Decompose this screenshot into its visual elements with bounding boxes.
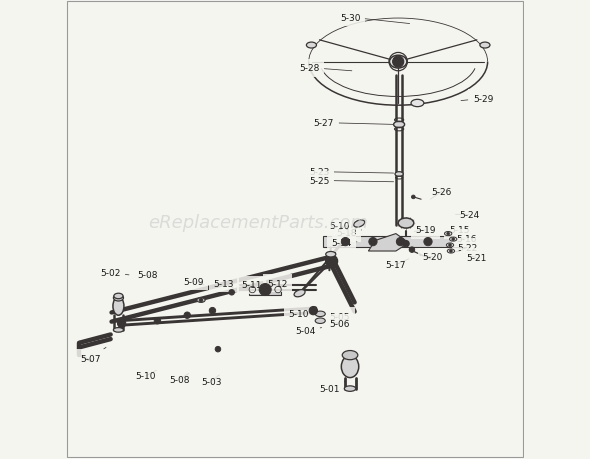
Circle shape [396, 238, 405, 246]
Text: 5-20: 5-20 [419, 252, 442, 262]
Text: 5-10: 5-10 [330, 221, 363, 230]
Circle shape [309, 307, 317, 315]
Ellipse shape [113, 328, 123, 332]
Text: 5-05: 5-05 [330, 312, 350, 321]
Text: 5-25: 5-25 [309, 177, 394, 185]
Circle shape [452, 238, 455, 241]
Ellipse shape [315, 311, 325, 317]
Circle shape [342, 238, 349, 246]
Text: eReplacementParts.com: eReplacementParts.com [148, 213, 368, 232]
Ellipse shape [447, 249, 455, 253]
Ellipse shape [411, 100, 424, 107]
Circle shape [215, 347, 221, 352]
Ellipse shape [398, 218, 414, 229]
Text: 5-30: 5-30 [340, 14, 409, 24]
Ellipse shape [444, 232, 452, 236]
Circle shape [184, 312, 191, 319]
Text: 5-12: 5-12 [267, 279, 288, 288]
Circle shape [409, 247, 415, 253]
Polygon shape [368, 234, 409, 252]
Polygon shape [249, 285, 281, 296]
Text: 5-29: 5-29 [461, 95, 493, 104]
Circle shape [209, 308, 216, 314]
Circle shape [403, 241, 409, 247]
Text: 5-24: 5-24 [455, 210, 480, 219]
Circle shape [263, 287, 268, 293]
Circle shape [448, 244, 451, 247]
Text: 5-07: 5-07 [81, 347, 106, 363]
Text: 5-22: 5-22 [457, 243, 477, 252]
Text: 5-28: 5-28 [300, 64, 352, 73]
Text: 5-08: 5-08 [169, 374, 189, 384]
Ellipse shape [326, 252, 336, 257]
Ellipse shape [450, 237, 457, 241]
Ellipse shape [395, 172, 403, 177]
Text: 5-14: 5-14 [332, 239, 357, 248]
Text: 5-01: 5-01 [319, 381, 346, 393]
Text: 5-17: 5-17 [386, 259, 409, 270]
Circle shape [411, 196, 415, 199]
Circle shape [326, 256, 337, 268]
Text: 5-03: 5-03 [201, 375, 222, 386]
Circle shape [154, 318, 160, 324]
Circle shape [424, 238, 432, 246]
Circle shape [117, 319, 126, 328]
Ellipse shape [294, 290, 305, 297]
Ellipse shape [389, 56, 407, 69]
Text: 5-15: 5-15 [448, 226, 470, 235]
Text: 5-08: 5-08 [137, 271, 158, 280]
Polygon shape [323, 236, 460, 248]
Ellipse shape [306, 43, 316, 49]
Text: 5-02: 5-02 [100, 269, 129, 277]
Circle shape [229, 290, 234, 296]
Circle shape [369, 238, 377, 246]
Text: 5-11: 5-11 [241, 281, 262, 290]
Text: 5-19: 5-19 [414, 226, 436, 235]
Text: 5-16: 5-16 [455, 234, 477, 243]
Text: 5-09: 5-09 [183, 277, 204, 286]
Text: 5-21: 5-21 [466, 253, 486, 263]
Ellipse shape [354, 220, 365, 228]
Text: 5-27: 5-27 [314, 119, 396, 128]
Circle shape [393, 57, 404, 68]
Ellipse shape [342, 356, 359, 378]
Circle shape [259, 284, 271, 296]
Ellipse shape [113, 297, 124, 315]
Ellipse shape [480, 43, 490, 49]
Circle shape [447, 233, 450, 235]
Ellipse shape [342, 351, 358, 360]
Text: 5-26: 5-26 [430, 187, 452, 200]
Text: 5-23: 5-23 [309, 168, 394, 177]
Circle shape [450, 250, 453, 253]
Text: 5-06: 5-06 [330, 319, 350, 328]
Ellipse shape [114, 294, 123, 299]
Text: 5-18: 5-18 [336, 229, 362, 238]
Text: 5-13: 5-13 [214, 279, 234, 288]
Circle shape [199, 299, 203, 302]
Ellipse shape [447, 243, 454, 247]
Ellipse shape [394, 122, 405, 129]
Ellipse shape [197, 298, 205, 303]
Text: 5-10: 5-10 [289, 310, 313, 319]
Ellipse shape [345, 386, 356, 392]
Ellipse shape [315, 318, 325, 324]
Text: 5-10: 5-10 [136, 370, 156, 381]
Ellipse shape [113, 295, 123, 302]
Text: 5-04: 5-04 [295, 327, 322, 336]
